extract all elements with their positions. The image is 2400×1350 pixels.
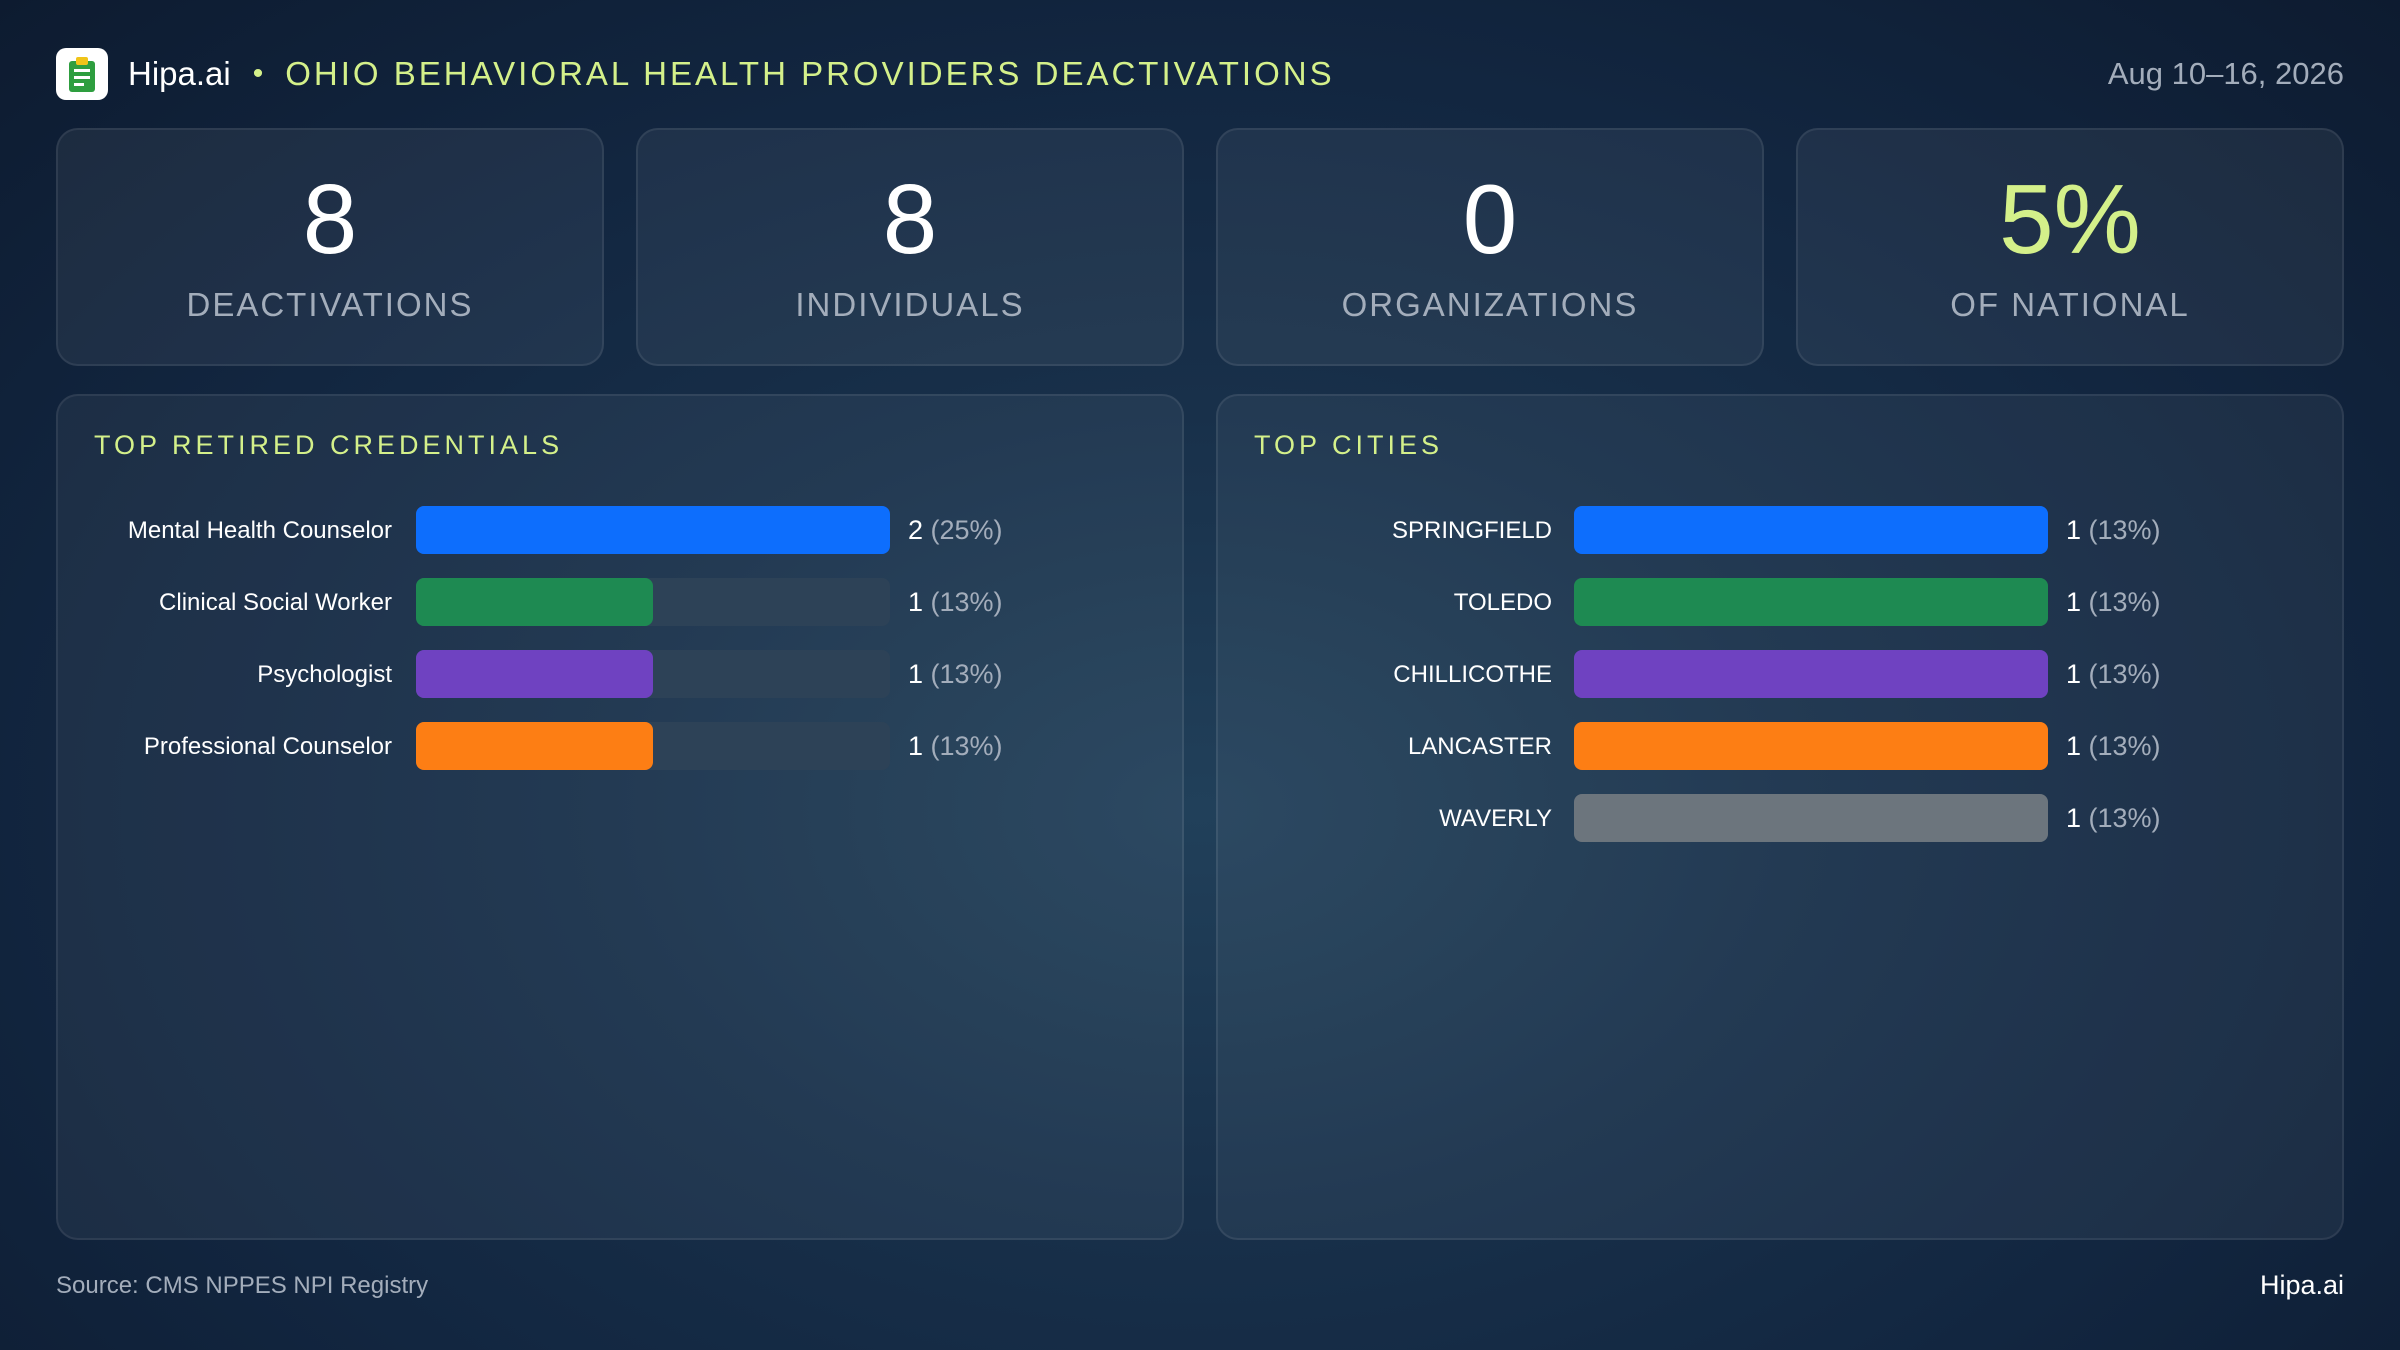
brand-name: Hipa.ai <box>128 55 231 92</box>
bar-percent: (13%) <box>931 587 1003 617</box>
stat-value: 8 <box>882 164 938 274</box>
bar-count: 1 <box>908 659 931 689</box>
page-title: OHIO BEHAVIORAL HEALTH PROVIDERS DEACTIV… <box>285 55 1335 92</box>
category-label: Clinical Social Worker <box>159 589 392 616</box>
bar-value-label: 1 (13%) <box>2066 803 2161 833</box>
stat-value: 5% <box>1999 164 2141 274</box>
header: Hipa.ai • OHIO BEHAVIORAL HEALTH PROVIDE… <box>56 46 2344 102</box>
bar-percent: (13%) <box>2089 803 2161 833</box>
cities-panel: TOP CITIES SPRINGFIELD 1 (13%) TOLEDO 1 (13… <box>1216 394 2344 1240</box>
category-label: Professional Counselor <box>144 733 392 760</box>
bar <box>416 650 653 698</box>
category-label: LANCASTER <box>1408 733 1552 760</box>
stat-value: 8 <box>302 164 358 274</box>
stat-card-deactivations: 8 DEACTIVATIONS <box>56 128 604 366</box>
bar-value-label: 1 (13%) <box>2066 515 2161 545</box>
title-separator: • <box>252 57 264 90</box>
bar <box>1574 506 2048 554</box>
bar-value-label: 1 (13%) <box>908 731 1003 761</box>
bar-percent: (13%) <box>2089 587 2161 617</box>
bar-percent: (13%) <box>2089 515 2161 545</box>
category-label: TOLEDO <box>1454 589 1552 616</box>
bar <box>416 578 653 626</box>
bar <box>416 506 890 554</box>
bar <box>416 722 653 770</box>
stat-card-organizations: 0 ORGANIZATIONS <box>1216 128 1764 366</box>
bar-value-label: 2 (25%) <box>908 515 1003 545</box>
stat-card-national-share: 5% OF NATIONAL <box>1796 128 2344 366</box>
credentials-panel: TOP RETIRED CREDENTIALS Mental Health Co… <box>56 394 1184 1240</box>
bar <box>1574 794 2048 842</box>
bar-count: 1 <box>2066 515 2089 545</box>
bar-percent: (13%) <box>931 731 1003 761</box>
bar-count: 1 <box>908 587 931 617</box>
bar-value-label: 1 (13%) <box>908 659 1003 689</box>
category-label: SPRINGFIELD <box>1392 517 1552 544</box>
stats-row: 8 DEACTIVATIONS 8 INDIVIDUALS 0 ORGANIZA… <box>56 128 2344 366</box>
bar-percent: (13%) <box>2089 731 2161 761</box>
bar-value-label: 1 (13%) <box>2066 731 2161 761</box>
panel-title: TOP RETIRED CREDENTIALS <box>94 430 564 460</box>
bar-count: 1 <box>908 731 931 761</box>
bar-value-label: 1 (13%) <box>2066 659 2161 689</box>
date-range: Aug 10–16, 2026 <box>2107 56 2344 91</box>
stat-value: 0 <box>1462 164 1518 274</box>
stat-card-individuals: 8 INDIVIDUALS <box>636 128 1184 366</box>
category-label: Mental Health Counselor <box>128 517 392 544</box>
panel-title: TOP CITIES <box>1254 430 1444 460</box>
stat-label: OF NATIONAL <box>1950 286 2190 323</box>
bar-count: 1 <box>2066 803 2089 833</box>
credentials-bar-chart: Mental Health Counselor 2 (25%) Clinical S… <box>128 506 1003 770</box>
source-note: Source: CMS NPPES NPI Registry <box>56 1272 429 1299</box>
bar <box>1574 722 2048 770</box>
cities-bar-chart: SPRINGFIELD 1 (13%) TOLEDO 1 (13%) CHILLICOT… <box>1392 506 2161 842</box>
stat-label: INDIVIDUALS <box>795 286 1025 323</box>
clipboard-icon <box>56 48 108 100</box>
footer-brand: Hipa.ai <box>2259 1270 2344 1300</box>
category-label: CHILLICOTHE <box>1393 661 1552 688</box>
bar-count: 2 <box>908 515 931 545</box>
bar-count: 1 <box>2066 731 2089 761</box>
stat-label: ORGANIZATIONS <box>1341 286 1639 323</box>
bar <box>1574 578 2048 626</box>
bar-percent: (13%) <box>931 659 1003 689</box>
bar-percent: (25%) <box>931 515 1003 545</box>
bar-value-label: 1 (13%) <box>908 587 1003 617</box>
bar-percent: (13%) <box>2089 659 2161 689</box>
bar <box>1574 650 2048 698</box>
bar-count: 1 <box>2066 587 2089 617</box>
category-label: Psychologist <box>257 661 392 688</box>
category-label: WAVERLY <box>1439 805 1552 832</box>
stat-label: DEACTIVATIONS <box>186 286 474 323</box>
bar-value-label: 1 (13%) <box>2066 587 2161 617</box>
bar-count: 1 <box>2066 659 2089 689</box>
